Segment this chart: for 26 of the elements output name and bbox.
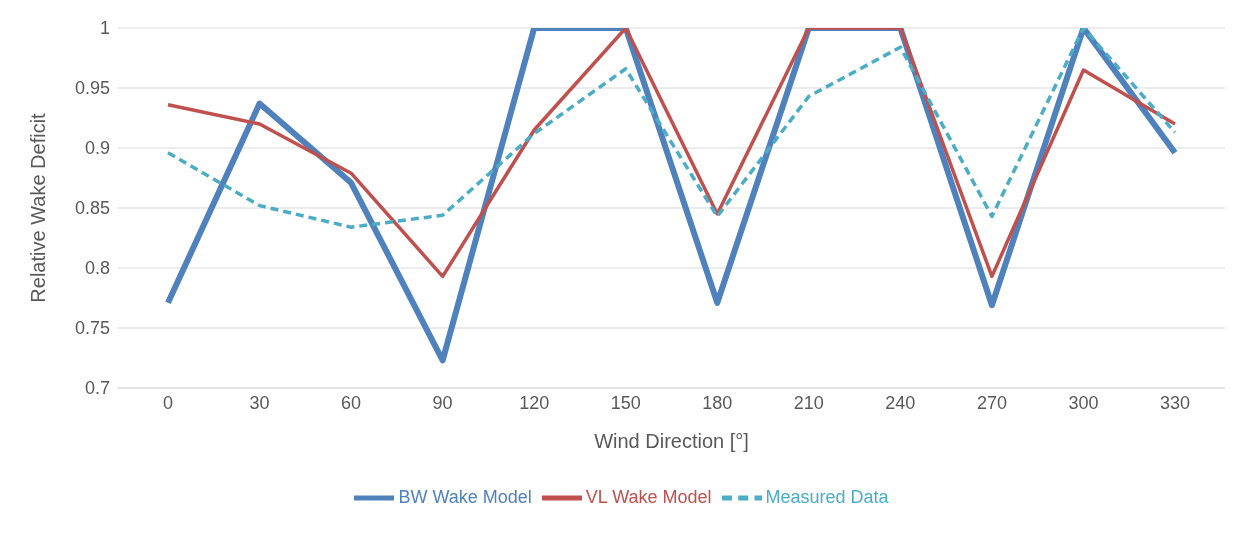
legend-label: BW Wake Model	[398, 486, 532, 507]
x-axis-title: Wind Direction [°]	[594, 430, 749, 452]
x-tick-label: 0	[162, 392, 174, 413]
line-series	[166, 28, 1177, 229]
y-tick-label: 0.7	[84, 378, 110, 399]
legend-label: Measured Data	[765, 486, 889, 507]
y-tick-label: 0.85	[74, 198, 110, 219]
y-tick-label: 0.8	[84, 258, 110, 279]
y-tick-label: 1	[99, 18, 110, 39]
y-tick-label: 0.95	[74, 78, 110, 99]
x-tick-label: 90	[432, 392, 453, 413]
line-series	[166, 28, 1177, 279]
x-tick-label: 240	[885, 392, 916, 413]
x-tick-label: 60	[341, 392, 362, 413]
y-axis-title: Relative Wake Deficit	[27, 112, 50, 303]
x-tick-label: 210	[793, 392, 824, 413]
y-tick-label: 0.9	[84, 138, 110, 159]
y-tick-label: 0.75	[74, 318, 110, 339]
x-tick-label: 330	[1159, 392, 1191, 413]
x-tick-label: 30	[249, 392, 270, 413]
x-tick-label: 180	[702, 392, 733, 413]
x-tick-label: 270	[976, 392, 1007, 413]
legend-label: VL Wake Model	[585, 486, 712, 507]
x-tick-label: 120	[519, 392, 550, 413]
x-tick-label: 300	[1068, 392, 1099, 413]
x-tick-label: 150	[610, 392, 641, 413]
